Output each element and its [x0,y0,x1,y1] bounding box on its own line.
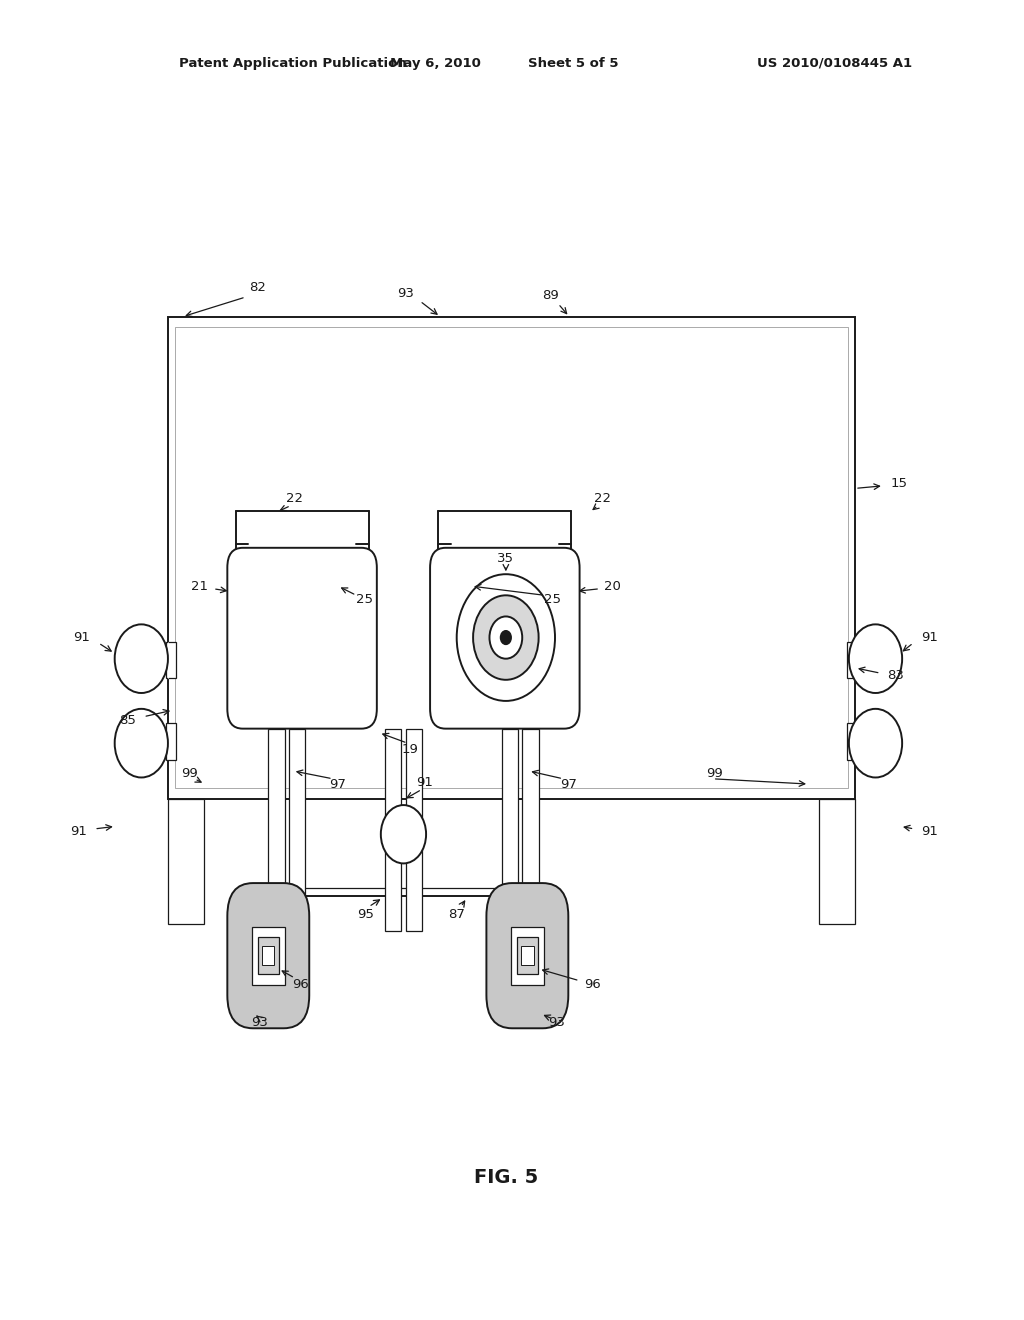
Text: 93: 93 [251,1016,267,1030]
Text: 20: 20 [604,579,621,593]
Bar [262,946,274,965]
Text: 87: 87 [449,908,465,921]
Text: 97: 97 [560,777,577,791]
FancyBboxPatch shape [486,883,568,1028]
Text: 82: 82 [250,281,266,294]
FancyBboxPatch shape [227,883,309,1028]
Bar [289,729,305,931]
Bar [517,937,538,974]
Circle shape [501,631,511,644]
Text: 35: 35 [498,552,514,565]
Text: 99: 99 [707,767,723,780]
Text: 22: 22 [594,492,610,506]
Bar [166,723,176,760]
Bar [168,799,204,924]
Circle shape [381,805,426,863]
Text: 91: 91 [417,776,433,789]
Bar [521,946,534,965]
Text: 21: 21 [190,579,208,593]
Circle shape [115,624,168,693]
FancyBboxPatch shape [227,548,377,729]
Bar [847,642,857,678]
Text: 91: 91 [922,631,938,644]
Circle shape [489,616,522,659]
Text: 22: 22 [287,492,303,506]
Bar [522,729,539,931]
Bar [819,799,855,924]
Bar [847,723,857,760]
Text: 95: 95 [357,908,374,921]
Bar [385,729,401,931]
Circle shape [849,709,902,777]
Text: 91: 91 [922,825,938,838]
Bar [166,642,176,678]
Text: US 2010/0108445 A1: US 2010/0108445 A1 [757,57,912,70]
Text: 99: 99 [181,767,198,780]
Bar [168,317,855,799]
Bar [406,729,422,931]
Text: May 6, 2010: May 6, 2010 [390,57,480,70]
Text: 85: 85 [120,714,136,727]
FancyBboxPatch shape [430,548,580,729]
Bar [502,729,518,931]
Bar [268,729,285,931]
Text: 19: 19 [401,743,418,756]
Text: 25: 25 [545,593,561,606]
Bar [175,327,848,788]
Circle shape [473,595,539,680]
Text: FIG. 5: FIG. 5 [474,1168,538,1187]
Text: 96: 96 [584,978,600,991]
Text: 91: 91 [74,631,90,644]
Circle shape [115,709,168,777]
Text: Patent Application Publication: Patent Application Publication [179,57,407,70]
Text: 93: 93 [397,286,414,300]
Text: 97: 97 [330,777,346,791]
Circle shape [849,624,902,693]
Text: 89: 89 [543,289,559,302]
Text: 15: 15 [891,477,908,490]
Text: 93: 93 [549,1016,565,1030]
Text: 25: 25 [356,593,373,606]
Bar [258,937,279,974]
Circle shape [457,574,555,701]
Bar [252,927,285,985]
Bar [511,927,544,985]
Text: 91: 91 [71,825,87,838]
Text: Sheet 5 of 5: Sheet 5 of 5 [528,57,618,70]
Text: 83: 83 [887,669,903,682]
Text: 96: 96 [292,978,308,991]
